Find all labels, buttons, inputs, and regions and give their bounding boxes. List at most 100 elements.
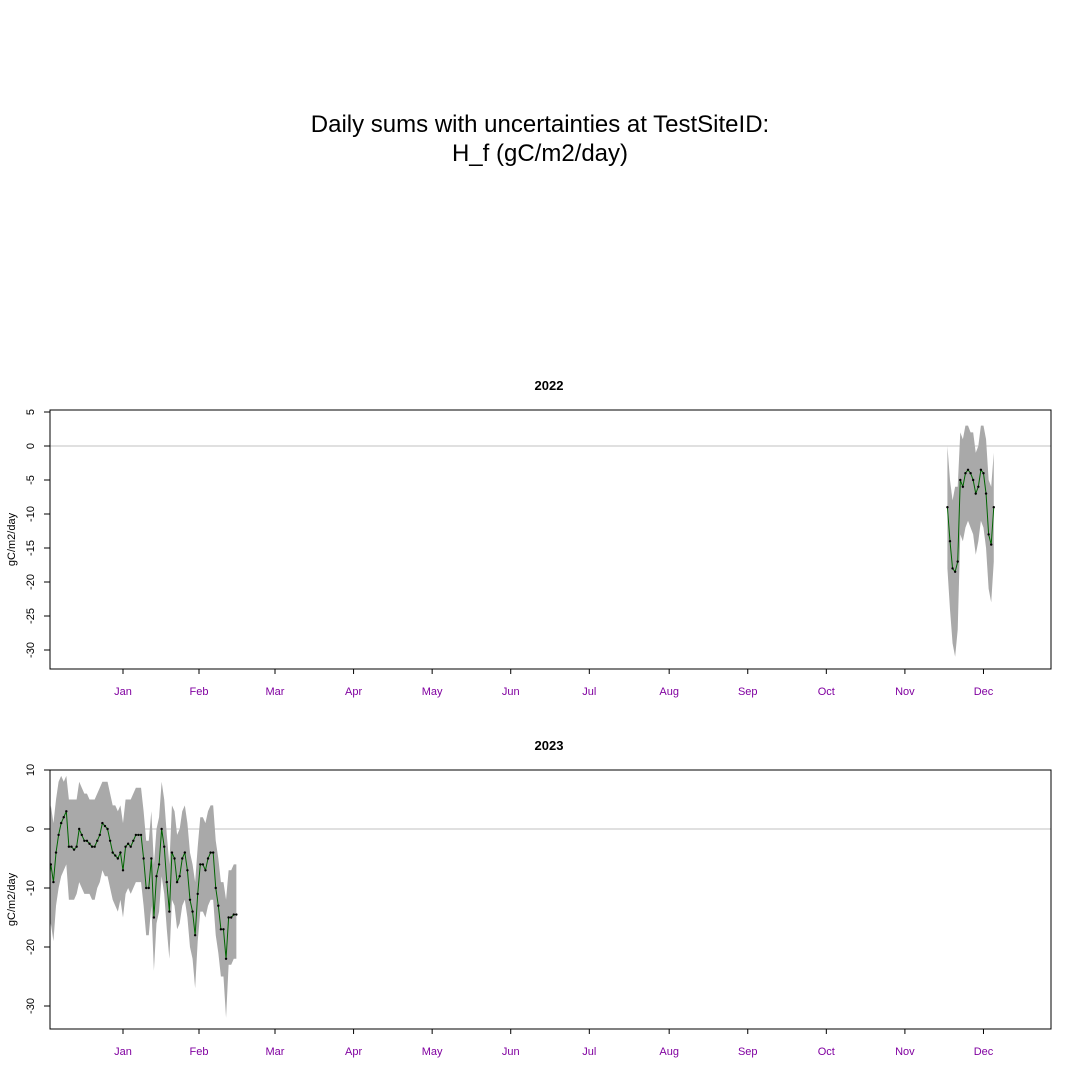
data-point [65, 810, 68, 813]
data-point [974, 492, 977, 495]
data-point [977, 485, 980, 488]
y-tick-label: 0 [25, 443, 37, 449]
data-point [969, 472, 972, 475]
data-point [173, 857, 176, 860]
month-label: Oct [818, 1046, 835, 1058]
data-point [235, 913, 238, 916]
data-point [59, 821, 63, 825]
data-point [964, 472, 967, 475]
data-point [948, 540, 952, 543]
data-point [150, 857, 153, 860]
data-point [132, 839, 135, 842]
data-point [188, 898, 192, 901]
data-point [204, 869, 207, 872]
data-point [214, 886, 217, 890]
panel-title: 2022 [535, 378, 564, 393]
y-tick-label: -20 [25, 574, 37, 590]
data-point [96, 839, 99, 842]
data-point [103, 824, 107, 828]
y-tick-label: -25 [25, 608, 37, 624]
data-point [108, 839, 112, 842]
data-point [72, 848, 76, 851]
data-point [992, 506, 995, 509]
uncertainty-band [947, 425, 994, 657]
y-tick-label: -20 [25, 939, 37, 955]
month-label: Sep [738, 1046, 758, 1058]
month-label: Dec [974, 1046, 994, 1058]
month-label: Jan [114, 1046, 132, 1058]
main-title: Daily sums with uncertainties at TestSit… [0, 110, 1080, 168]
data-point [83, 839, 86, 842]
data-point [75, 845, 78, 848]
data-point [990, 543, 993, 546]
data-point [953, 570, 957, 573]
data-point [114, 854, 117, 857]
data-point [157, 863, 161, 866]
data-point [966, 468, 970, 471]
data-point [232, 913, 235, 916]
month-label: Mar [266, 686, 285, 698]
data-point [78, 827, 81, 831]
data-point [163, 845, 166, 848]
data-point [959, 478, 962, 482]
plot-frame [49, 409, 1052, 670]
data-point [168, 910, 171, 913]
data-point [217, 904, 220, 907]
data-point [209, 851, 212, 854]
month-label: Feb [190, 1046, 209, 1058]
chart-2022: 2022 5 0 -5 -10 -15 -20 -25 -30 gC/m2/day Jan Feb Ma… [6, 378, 1052, 698]
data-point [971, 478, 975, 482]
data-point [183, 851, 187, 854]
data-point [93, 845, 96, 848]
data-point [222, 928, 225, 931]
month-label: Sep [738, 686, 758, 698]
panel-title: 2023 [535, 738, 564, 753]
data-point [139, 833, 143, 837]
y-tick-label: 0 [25, 826, 37, 832]
plot-frame [49, 769, 1052, 1030]
data-point [121, 869, 125, 872]
data-point [227, 916, 230, 919]
y-tick-label: -5 [25, 475, 37, 485]
month-label: Apr [345, 686, 362, 698]
month-label: Nov [895, 686, 915, 698]
month-label: Jun [502, 1046, 520, 1058]
data-point [170, 851, 174, 854]
data-point [155, 875, 158, 878]
data-point [111, 851, 114, 854]
data-point [982, 472, 985, 475]
month-label: Jun [502, 686, 520, 698]
y-tick-label: 10 [25, 764, 37, 776]
data-point [90, 845, 94, 848]
data-point [206, 857, 210, 860]
y-tick-label: -10 [25, 880, 37, 896]
data-point [211, 851, 215, 854]
plot-area [45, 775, 1051, 1018]
data-point [196, 892, 199, 896]
data-point [147, 886, 150, 890]
data-point [70, 845, 73, 848]
data-point [186, 869, 189, 872]
data-point [52, 880, 55, 884]
month-label: Jan [114, 686, 132, 698]
data-point [137, 833, 140, 837]
data-point [191, 910, 194, 913]
data-point [88, 842, 91, 845]
y-tick-label: -15 [25, 540, 37, 556]
data-point [134, 833, 138, 837]
data-point [101, 821, 104, 825]
month-label: Jul [582, 1046, 596, 1058]
data-point [987, 533, 990, 536]
y-axis-label: gC/m2/day [6, 872, 18, 926]
data-point [98, 833, 102, 837]
data-point [80, 833, 83, 837]
data-point [142, 857, 145, 860]
data-point [62, 816, 65, 819]
data-point [67, 845, 71, 848]
data-point [178, 875, 181, 878]
data-point [45, 881, 47, 883]
y-tick-label: -30 [25, 998, 37, 1014]
data-point [119, 851, 122, 854]
data-point [224, 957, 228, 960]
data-point [106, 827, 109, 831]
